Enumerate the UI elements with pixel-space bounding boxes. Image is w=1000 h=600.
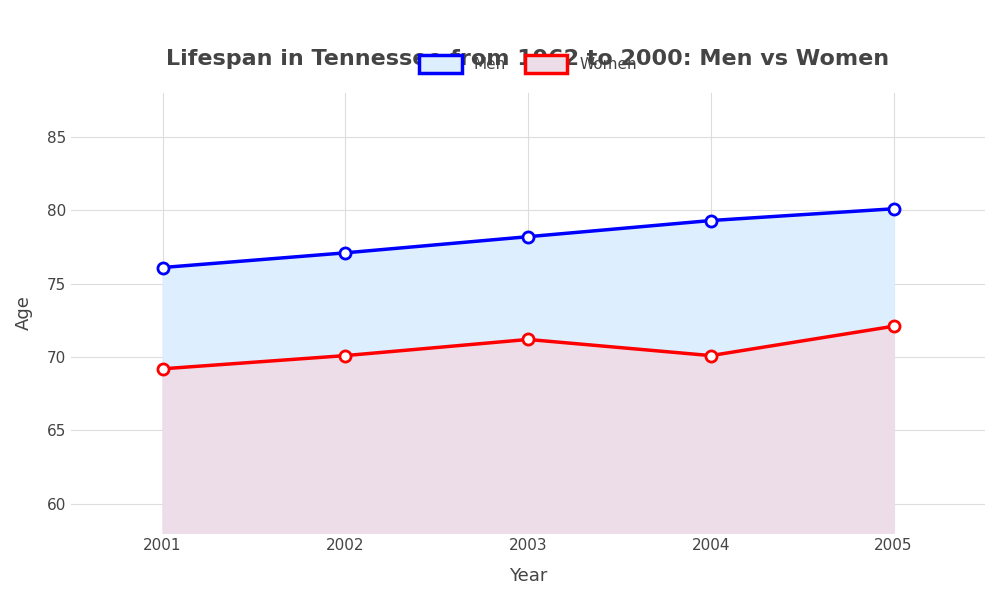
Y-axis label: Age: Age (15, 296, 33, 331)
Legend: Men, Women: Men, Women (411, 47, 645, 80)
X-axis label: Year: Year (509, 567, 547, 585)
Title: Lifespan in Tennessee from 1962 to 2000: Men vs Women: Lifespan in Tennessee from 1962 to 2000:… (166, 49, 890, 69)
